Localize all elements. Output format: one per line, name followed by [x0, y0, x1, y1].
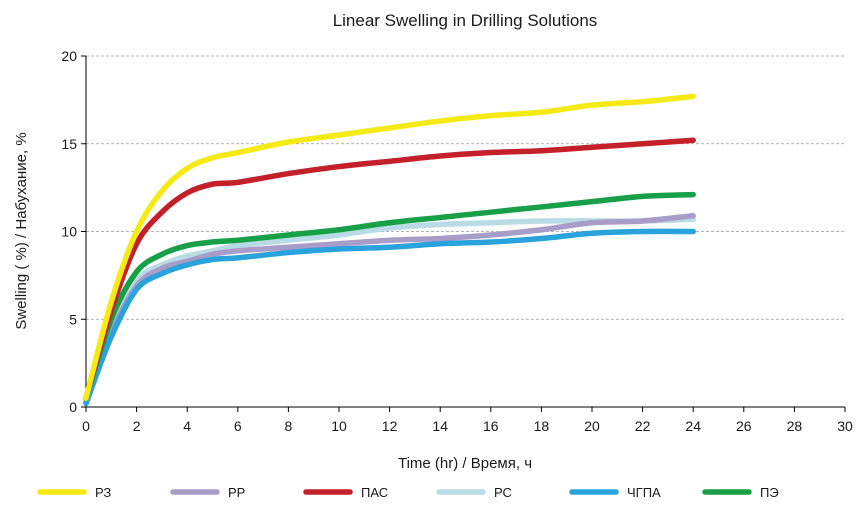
chart-title: Linear Swelling in Drilling Solutions: [333, 11, 598, 30]
x-tick-label: 30: [837, 418, 853, 434]
x-tick-label: 8: [285, 418, 293, 434]
x-tick-label: 20: [584, 418, 600, 434]
y-tick-label: 5: [69, 311, 77, 327]
x-tick-label: 16: [483, 418, 499, 434]
x-tick-label: 28: [787, 418, 803, 434]
legend-label-ПЭ: ПЭ: [760, 485, 779, 500]
y-tick-label: 10: [61, 224, 77, 240]
legend-label-РС: РС: [494, 485, 512, 500]
legend-label-РЗ: РЗ: [95, 485, 111, 500]
y-tick-label: 15: [61, 136, 77, 152]
series-line-ПЭ: [86, 195, 693, 399]
legend-label-РР: РР: [228, 485, 245, 500]
legend-label-ПАС: ПАС: [361, 485, 388, 500]
y-tick-label: 0: [69, 399, 77, 415]
x-tick-label: 10: [331, 418, 347, 434]
x-tick-label: 12: [382, 418, 398, 434]
axes: [81, 56, 845, 412]
series-line-РР: [86, 216, 693, 402]
x-tick-label: 6: [234, 418, 242, 434]
y-axis-label: Swelling ( %) / Набухание, %: [13, 132, 30, 329]
x-tick-label: 0: [82, 418, 90, 434]
series-lines: [86, 96, 693, 403]
x-tick-label: 4: [183, 418, 191, 434]
x-tick-label: 22: [635, 418, 651, 434]
y-tick-label: 20: [61, 48, 77, 64]
x-axis-label: Time (hr) / Время, ч: [398, 455, 532, 472]
x-tick-label: 26: [736, 418, 752, 434]
legend: РЗ РР ПАС РС ЧГПА ПЭ: [40, 485, 779, 500]
x-tick-label: 2: [133, 418, 141, 434]
legend-label-ЧГПА: ЧГПА: [627, 485, 661, 500]
x-tick-label: 14: [432, 418, 448, 434]
x-tick-label: 18: [534, 418, 550, 434]
x-tick-label: 24: [685, 418, 701, 434]
